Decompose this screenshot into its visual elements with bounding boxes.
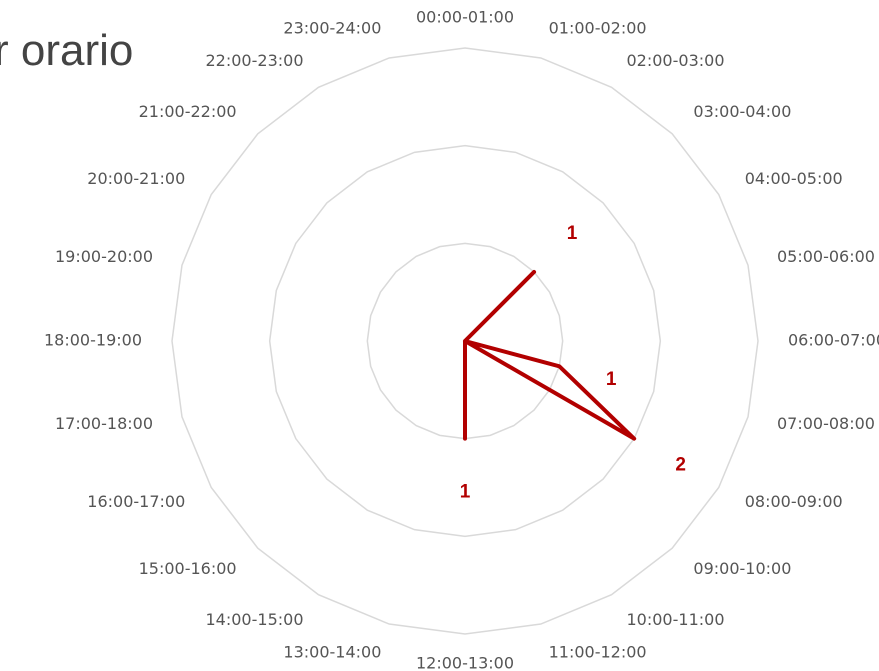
page-title: r orario [0,26,134,75]
data-label: 2 [675,455,686,476]
data-label: 1 [460,481,471,502]
tick-label: 00:00-01:00 [416,8,514,27]
tick-label: 12:00-13:00 [416,654,514,671]
tick-label: 17:00-18:00 [55,414,153,433]
tick-label: 05:00-06:00 [777,247,875,266]
tick-label: 20:00-21:00 [87,169,185,188]
tick-label: 18:00-19:00 [44,331,142,350]
tick-label: 08:00-09:00 [745,492,843,511]
tick-label: 07:00-08:00 [777,414,875,433]
tick-label: 03:00-04:00 [693,102,791,121]
tick-label: 19:00-20:00 [55,247,153,266]
tick-label: 15:00-16:00 [139,559,237,578]
tick-label: 02:00-03:00 [627,51,725,70]
tick-label: 21:00-22:00 [139,102,237,121]
tick-label: 16:00-17:00 [87,492,185,511]
tick-label: 04:00-05:00 [745,169,843,188]
tick-label: 23:00-24:00 [283,19,381,38]
grid-ring-2 [268,144,662,538]
data-label: 1 [567,223,578,244]
tick-label: 06:00-07:00 [788,331,879,350]
tick-label: 01:00-02:00 [549,19,647,38]
tick-label: 11:00-12:00 [549,642,647,661]
tick-label: 09:00-10:00 [693,559,791,578]
tick-label: 10:00-11:00 [627,610,725,629]
grid-ring-3 [171,47,759,635]
series-line [463,269,637,441]
tick-label: 14:00-15:00 [206,610,304,629]
tick-label: 13:00-14:00 [283,642,381,661]
tick-label: 22:00-23:00 [206,51,304,70]
data-label: 1 [606,369,617,390]
